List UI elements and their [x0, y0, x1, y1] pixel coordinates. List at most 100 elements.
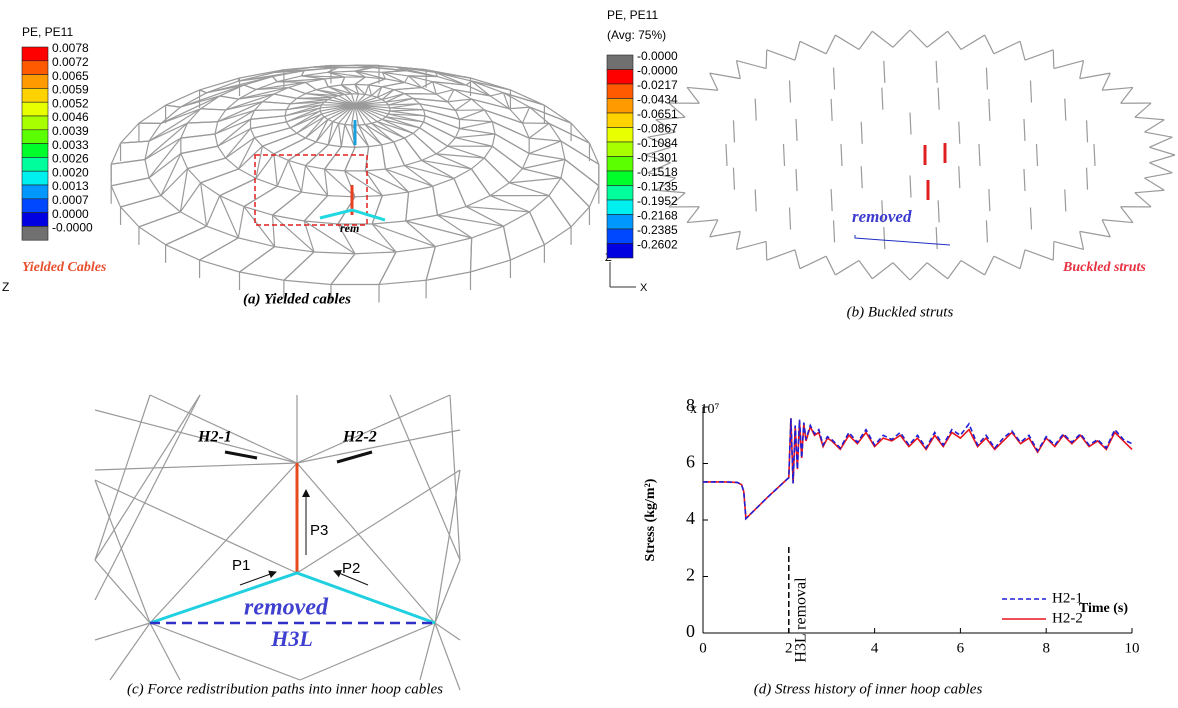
legend-swatch: [607, 171, 633, 186]
mesh-line: [255, 110, 287, 111]
x-tick-label: 2: [785, 640, 793, 656]
mesh-line: [1053, 50, 1054, 69]
legend-label: -0.0217: [637, 78, 678, 92]
x-tick-label: 0: [699, 640, 707, 656]
legend-swatch: [22, 157, 48, 171]
caption: (d) Stress history of inner hoop cables: [754, 681, 983, 697]
legend-swatch: [607, 244, 633, 259]
legend-swatch: [22, 88, 48, 102]
legend-label: 0.0007: [52, 193, 89, 207]
mesh-line: [355, 147, 369, 148]
legend-swatch: [607, 200, 633, 215]
removed-label: removed: [852, 207, 912, 226]
legend-swatch: [607, 84, 633, 99]
axis-label: Z: [2, 280, 9, 294]
legend-label: 0.0065: [52, 69, 89, 83]
legend-swatch: [607, 186, 633, 201]
force-label: P3: [310, 522, 328, 539]
legend-label: 0.0046: [52, 110, 89, 124]
legend-swatch: [22, 226, 48, 240]
legend-swatch: [22, 116, 48, 130]
legend-title: PE, PE11: [607, 8, 658, 22]
legend-label: 0.0013: [52, 179, 89, 193]
legend-label: -0.0651: [637, 107, 678, 121]
x-tick-label: 4: [871, 640, 879, 656]
legend-label: 0.0020: [52, 165, 89, 179]
mesh-line: [1053, 241, 1054, 260]
x-tick-label: 8: [1042, 640, 1050, 656]
x-axis-label: Time (s): [1079, 601, 1128, 616]
legend-label: -0.0867: [637, 122, 678, 136]
mesh-line: [766, 241, 767, 260]
legend-label: 0.0059: [52, 83, 89, 97]
force-label: P2: [342, 560, 360, 577]
legend-swatch: [22, 144, 48, 158]
legend-label: -0.1301: [637, 151, 678, 165]
legend-label: -0.2385: [637, 223, 678, 237]
legend-label: H2-1: [1052, 590, 1083, 606]
legend-label: 0.0078: [52, 41, 89, 55]
x-tick-label: 6: [957, 640, 965, 656]
force-label: P1: [232, 557, 250, 574]
removed-label: removed: [244, 595, 329, 621]
legend-label: -0.2602: [637, 238, 678, 252]
x-tick-label: 10: [1125, 640, 1140, 656]
legend-swatch: [22, 102, 48, 116]
y-tick-label: 6: [686, 452, 695, 472]
y-axis-label: Stress (kg/m²): [643, 478, 658, 561]
legend-swatch: [607, 229, 633, 244]
legend-swatch: [22, 171, 48, 185]
legend-label: H2-2: [1052, 610, 1083, 626]
legend-swatch: [22, 213, 48, 227]
caption: (c) Force redistribution paths into inne…: [127, 681, 443, 697]
mesh-line: [345, 125, 352, 126]
legend-swatch: [607, 128, 633, 143]
legend-swatch: [607, 142, 633, 157]
legend-label: -0.0000: [637, 49, 678, 63]
legend-swatch: [607, 113, 633, 128]
legend-label: -0.1518: [637, 165, 678, 179]
legend-label: 0.0000: [52, 207, 89, 221]
legend-label: 0.0052: [52, 96, 89, 110]
legend-label: -0.0000: [52, 221, 93, 235]
legend-swatch: [22, 61, 48, 75]
mesh-line: [341, 147, 355, 148]
y-tick-label: 8: [686, 395, 695, 415]
mesh-line: [358, 125, 365, 126]
legend-swatch: [607, 157, 633, 172]
legend-swatch: [22, 75, 48, 89]
caption: (a) Yielded cables: [243, 291, 351, 307]
legend-label: -0.1952: [637, 194, 678, 208]
legend-label: -0.2168: [637, 209, 678, 223]
figure: PE, PE11 Yielded Cables Z rem (a) Yielde…: [0, 0, 1178, 708]
legend-label: 0.0033: [52, 138, 89, 152]
y-tick-label: 4: [686, 508, 695, 528]
cable-label: H2-1: [197, 429, 232, 446]
legend-label: 0.0039: [52, 124, 89, 138]
cut-label: rem: [340, 221, 359, 235]
legend-title: PE, PE11: [22, 25, 73, 39]
legend-swatch: [22, 185, 48, 199]
legend-label: -0.1735: [637, 180, 678, 194]
annotation-text: H3L removal: [792, 577, 809, 663]
axis-label: X: [640, 282, 648, 294]
legend-label: -0.0000: [637, 64, 678, 78]
legend-swatch: [22, 199, 48, 213]
legend-swatch: [607, 99, 633, 114]
legend-label: 0.0026: [52, 152, 89, 166]
mesh-line: [766, 50, 767, 69]
legend-label: -0.0434: [637, 93, 678, 107]
mesh-line: [341, 84, 355, 85]
panel-note: Yielded Cables: [22, 260, 107, 275]
caption: (b) Buckled struts: [847, 304, 954, 320]
legend-swatch: [22, 47, 48, 61]
panel-note: Buckled struts: [1062, 260, 1146, 275]
legend-swatch: [607, 55, 633, 70]
cable-label: H3L: [270, 626, 313, 651]
legend-swatch: [607, 70, 633, 85]
legend-swatch: [607, 215, 633, 230]
legend-label: 0.0072: [52, 55, 89, 69]
legend-label: -0.1084: [637, 136, 678, 150]
legend-subtitle: (Avg: 75%): [607, 28, 666, 42]
cable-label: H2-2: [342, 429, 377, 446]
